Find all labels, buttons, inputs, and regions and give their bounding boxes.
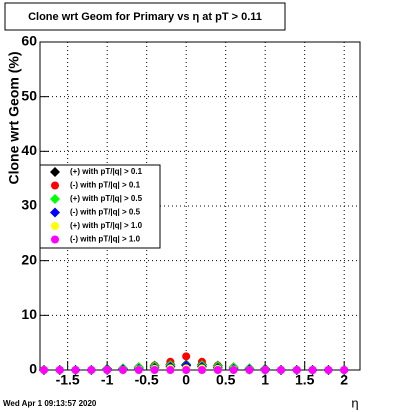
- data-point: [308, 366, 317, 374]
- data-point: [261, 366, 270, 374]
- x-tick-label: -0.5: [135, 372, 159, 388]
- legend-marker: [51, 181, 59, 190]
- data-point: [87, 366, 96, 374]
- x-tick-label: 2: [340, 372, 348, 388]
- legend-label: (+) with pT/|q| > 1.0: [70, 221, 143, 230]
- data-point: [134, 366, 143, 374]
- legend-marker: [51, 235, 59, 244]
- data-point: [213, 366, 222, 374]
- data-point: [182, 352, 191, 361]
- data-point: [292, 366, 301, 374]
- title-box: [4, 2, 286, 31]
- x-axis-title: η: [351, 395, 358, 410]
- x-tick-label: 0: [182, 372, 190, 388]
- y-tick-label: 20: [21, 251, 37, 267]
- legend-marker: [51, 222, 59, 230]
- data-point: [166, 366, 175, 374]
- legend-label: (-) with pT/|q| > 0.1: [70, 181, 141, 190]
- y-axis-title: Clone wrt Geom (%): [6, 51, 22, 184]
- y-tick-label: 40: [21, 142, 37, 158]
- y-tick-label: 50: [21, 87, 37, 103]
- legend-label: (+) with pT/|q| > 0.1: [70, 167, 143, 176]
- x-tick-label: -1: [101, 372, 114, 388]
- data-point: [340, 366, 349, 374]
- legend-marker: [50, 207, 60, 218]
- data-point: [150, 366, 159, 374]
- data-point: [55, 366, 64, 374]
- legend-label: (+) with pT/|q| > 0.5: [70, 194, 143, 203]
- legend-marker: [50, 194, 60, 204]
- y-tick-label: 0: [29, 361, 37, 377]
- data-point: [103, 366, 112, 374]
- legend-box: [39, 164, 161, 249]
- y-tick-label: 10: [21, 306, 37, 322]
- x-tick-label: 1.5: [295, 372, 315, 388]
- data-point: [324, 366, 333, 374]
- data-point: [39, 366, 48, 374]
- data-point: [118, 366, 127, 374]
- data-point: [276, 366, 285, 374]
- y-tick-label: 60: [21, 33, 37, 49]
- data-point: [182, 366, 191, 374]
- legend-label: (-) with pT/|q| > 0.5: [70, 208, 141, 217]
- data-point: [71, 366, 80, 374]
- y-tick-label: 30: [21, 197, 37, 213]
- data-point: [197, 366, 206, 374]
- legend-marker: [50, 167, 60, 177]
- x-tick-label: -1.5: [56, 372, 80, 388]
- x-tick-label: 0.5: [216, 372, 236, 388]
- x-tick-label: 1: [261, 372, 269, 388]
- data-point: [245, 366, 254, 374]
- footer: Wed Apr 1 09:13:57 2020: [3, 399, 97, 408]
- legend-label: (-) with pT/|q| > 1.0: [70, 235, 141, 244]
- chart-title: Clone wrt Geom for Primary vs η at pT > …: [28, 11, 262, 23]
- data-point: [229, 366, 238, 374]
